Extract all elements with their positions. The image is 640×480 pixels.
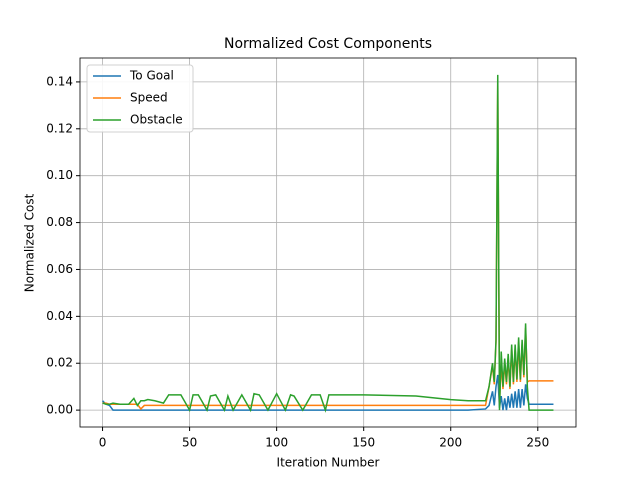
y-tick-label: 0.06: [46, 262, 73, 276]
y-tick-label: 0.00: [46, 403, 73, 417]
x-tick-label: 100: [265, 436, 288, 450]
x-tick-label: 200: [439, 436, 462, 450]
chart-title: Normalized Cost Components: [224, 36, 432, 52]
y-tick-label: 0.04: [46, 309, 73, 323]
y-tick-label: 0.14: [46, 74, 73, 88]
legend: To Goal Speed Obstacle: [86, 64, 194, 133]
series-line: [102, 74, 554, 413]
x-axis-label: Iteration Number: [277, 456, 380, 470]
legend-label: To Goal: [129, 69, 174, 83]
plot-frame: [79, 57, 577, 428]
legend-label: Obstacle: [130, 113, 183, 127]
y-axis-label: Normalized Cost: [23, 193, 37, 292]
y-tick-label: 0.10: [46, 168, 73, 182]
x-tick-label: 50: [182, 436, 197, 450]
x-tick-label: 0: [99, 436, 107, 450]
legend-label: Speed: [130, 91, 168, 105]
x-tick-label: 150: [352, 436, 375, 450]
x-tick-label: 250: [526, 436, 549, 450]
y-tick-label: 0.02: [46, 356, 73, 370]
legend-box: [86, 64, 194, 133]
y-tick-label: 0.12: [46, 121, 73, 135]
y-tick-label: 0.08: [46, 215, 73, 229]
